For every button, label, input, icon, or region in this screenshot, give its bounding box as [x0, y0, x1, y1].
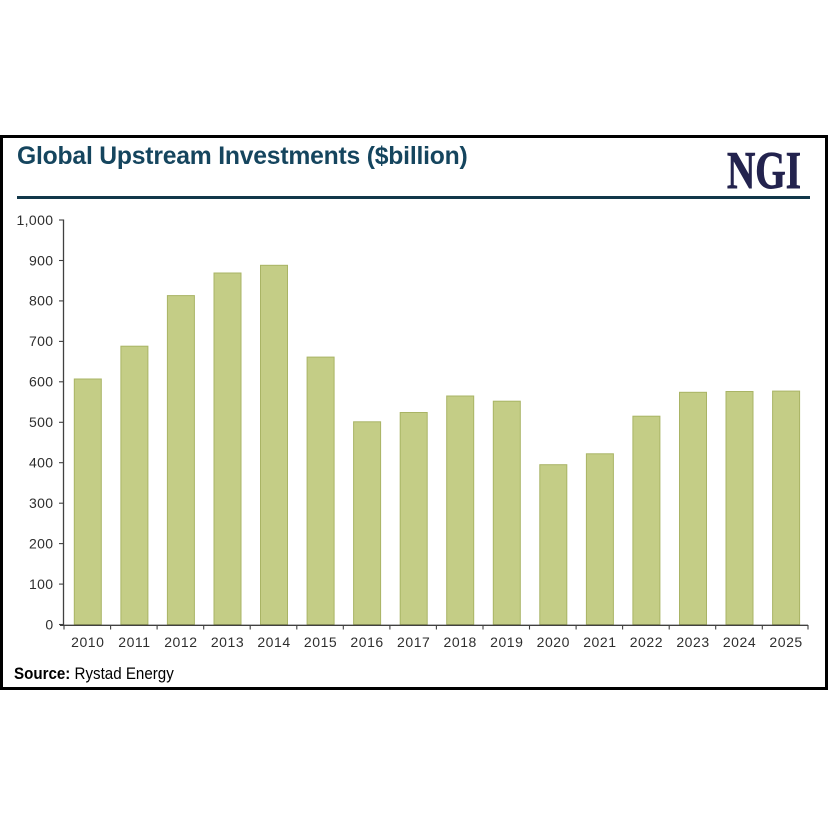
svg-text:2017: 2017: [397, 634, 430, 650]
svg-text:900: 900: [29, 252, 54, 268]
svg-text:2021: 2021: [583, 634, 616, 650]
svg-text:2024: 2024: [723, 634, 756, 650]
svg-text:2012: 2012: [164, 634, 197, 650]
svg-text:800: 800: [29, 293, 54, 309]
svg-text:2019: 2019: [490, 634, 523, 650]
svg-text:2022: 2022: [630, 634, 663, 650]
svg-text:2015: 2015: [304, 634, 337, 650]
svg-text:2016: 2016: [350, 634, 383, 650]
svg-text:400: 400: [29, 455, 54, 471]
svg-text:1,000: 1,000: [16, 212, 53, 228]
svg-text:2011: 2011: [118, 634, 150, 650]
svg-text:2020: 2020: [537, 634, 570, 650]
svg-text:NGI: NGI: [727, 142, 801, 189]
svg-text:300: 300: [29, 495, 54, 511]
svg-text:500: 500: [29, 414, 54, 430]
svg-text:600: 600: [29, 374, 54, 390]
svg-text:100: 100: [29, 576, 54, 592]
svg-text:2010: 2010: [71, 634, 104, 650]
svg-text:200: 200: [29, 535, 54, 551]
svg-text:2018: 2018: [444, 634, 477, 650]
svg-text:2025: 2025: [769, 634, 802, 650]
svg-text:2013: 2013: [211, 634, 244, 650]
svg-text:0: 0: [45, 616, 53, 632]
svg-text:700: 700: [29, 333, 54, 349]
svg-text:2023: 2023: [676, 634, 709, 650]
svg-text:2014: 2014: [257, 634, 290, 650]
